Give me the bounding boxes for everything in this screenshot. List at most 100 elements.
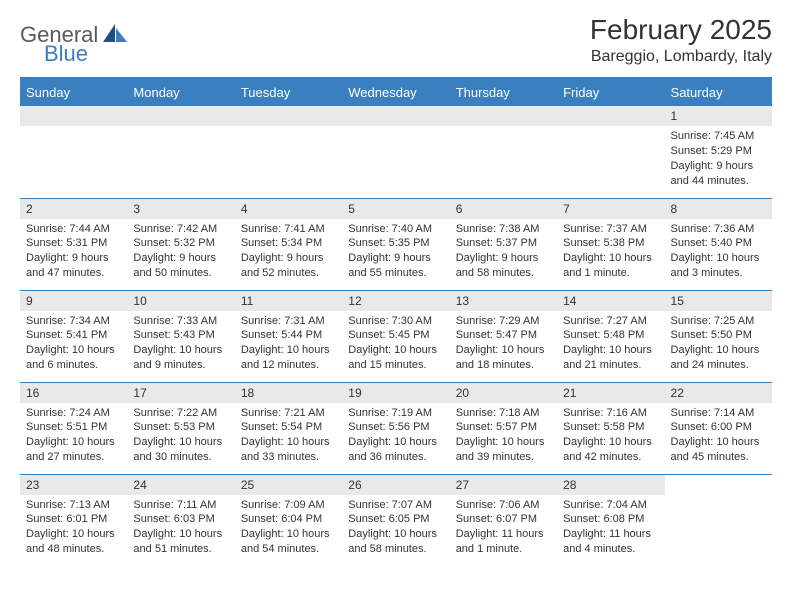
sunrise-text: Sunrise: 7:14 AM [671,406,766,421]
calendar-day-cell: 11Sunrise: 7:31 AMSunset: 5:44 PMDayligh… [235,290,342,382]
calendar-day-cell: 6Sunrise: 7:38 AMSunset: 5:37 PMDaylight… [450,198,557,290]
day-details: Sunrise: 7:21 AMSunset: 5:54 PMDaylight:… [235,403,342,469]
day-number: 25 [235,475,342,495]
weekday-header: Sunday [20,79,127,106]
sunrise-text: Sunrise: 7:22 AM [133,406,228,421]
daylight-text: Daylight: 9 hours and 44 minutes. [671,159,766,189]
sunset-text: Sunset: 6:05 PM [348,512,443,527]
day-number: 2 [20,199,127,219]
sunset-text: Sunset: 5:48 PM [563,328,658,343]
day-details: Sunrise: 7:06 AMSunset: 6:07 PMDaylight:… [450,495,557,561]
weekday-header: Wednesday [342,79,449,106]
sunset-text: Sunset: 5:54 PM [241,420,336,435]
sunset-text: Sunset: 5:50 PM [671,328,766,343]
empty-day-bar [235,106,342,126]
sunset-text: Sunset: 6:01 PM [26,512,121,527]
sunset-text: Sunset: 6:04 PM [241,512,336,527]
daylight-text: Daylight: 10 hours and 27 minutes. [26,435,121,465]
daylight-text: Daylight: 10 hours and 48 minutes. [26,527,121,557]
day-number: 17 [127,383,234,403]
page-title: February 2025 [590,14,772,46]
day-details: Sunrise: 7:13 AMSunset: 6:01 PMDaylight:… [20,495,127,561]
calendar-day-cell: 3Sunrise: 7:42 AMSunset: 5:32 PMDaylight… [127,198,234,290]
sunrise-text: Sunrise: 7:18 AM [456,406,551,421]
calendar-day-cell [665,474,772,566]
calendar-day-cell: 1Sunrise: 7:45 AMSunset: 5:29 PMDaylight… [665,106,772,198]
sunrise-text: Sunrise: 7:33 AM [133,314,228,329]
calendar-day-cell: 24Sunrise: 7:11 AMSunset: 6:03 PMDayligh… [127,474,234,566]
day-details: Sunrise: 7:16 AMSunset: 5:58 PMDaylight:… [557,403,664,469]
calendar-week-row: 2Sunrise: 7:44 AMSunset: 5:31 PMDaylight… [20,198,772,290]
calendar-day-cell: 4Sunrise: 7:41 AMSunset: 5:34 PMDaylight… [235,198,342,290]
daylight-text: Daylight: 9 hours and 55 minutes. [348,251,443,281]
day-number: 15 [665,291,772,311]
weekday-header: Monday [127,79,234,106]
day-number: 6 [450,199,557,219]
daylight-text: Daylight: 10 hours and 36 minutes. [348,435,443,465]
day-number: 3 [127,199,234,219]
sunrise-text: Sunrise: 7:41 AM [241,222,336,237]
location-label: Bareggio, Lombardy, Italy [590,48,772,66]
logo: General Blue [20,14,131,69]
daylight-text: Daylight: 10 hours and 39 minutes. [456,435,551,465]
sunrise-text: Sunrise: 7:37 AM [563,222,658,237]
day-number: 8 [665,199,772,219]
sunset-text: Sunset: 5:32 PM [133,236,228,251]
sunset-text: Sunset: 5:38 PM [563,236,658,251]
sunset-text: Sunset: 5:35 PM [348,236,443,251]
sunrise-text: Sunrise: 7:13 AM [26,498,121,513]
calendar-day-cell: 21Sunrise: 7:16 AMSunset: 5:58 PMDayligh… [557,382,664,474]
day-number: 1 [665,106,772,126]
calendar-day-cell: 20Sunrise: 7:18 AMSunset: 5:57 PMDayligh… [450,382,557,474]
sunrise-text: Sunrise: 7:31 AM [241,314,336,329]
daylight-text: Daylight: 10 hours and 51 minutes. [133,527,228,557]
empty-day-bar [342,106,449,126]
weekday-header: Friday [557,79,664,106]
sunrise-text: Sunrise: 7:24 AM [26,406,121,421]
calendar-table: Sunday Monday Tuesday Wednesday Thursday… [20,79,772,566]
day-details: Sunrise: 7:36 AMSunset: 5:40 PMDaylight:… [665,219,772,285]
sunrise-text: Sunrise: 7:36 AM [671,222,766,237]
sunset-text: Sunset: 5:43 PM [133,328,228,343]
day-number: 13 [450,291,557,311]
sunrise-text: Sunrise: 7:38 AM [456,222,551,237]
calendar-day-cell: 19Sunrise: 7:19 AMSunset: 5:56 PMDayligh… [342,382,449,474]
day-number: 20 [450,383,557,403]
sail-icon [101,22,129,44]
sunset-text: Sunset: 5:34 PM [241,236,336,251]
calendar-day-cell: 18Sunrise: 7:21 AMSunset: 5:54 PMDayligh… [235,382,342,474]
day-details: Sunrise: 7:07 AMSunset: 6:05 PMDaylight:… [342,495,449,561]
calendar-day-cell [235,106,342,198]
sunrise-text: Sunrise: 7:06 AM [456,498,551,513]
daylight-text: Daylight: 10 hours and 18 minutes. [456,343,551,373]
day-number: 5 [342,199,449,219]
day-number: 10 [127,291,234,311]
sunset-text: Sunset: 5:56 PM [348,420,443,435]
weekday-header: Tuesday [235,79,342,106]
day-details: Sunrise: 7:24 AMSunset: 5:51 PMDaylight:… [20,403,127,469]
daylight-text: Daylight: 9 hours and 52 minutes. [241,251,336,281]
day-details: Sunrise: 7:25 AMSunset: 5:50 PMDaylight:… [665,311,772,377]
day-details: Sunrise: 7:42 AMSunset: 5:32 PMDaylight:… [127,219,234,285]
weekday-header: Thursday [450,79,557,106]
calendar-day-cell: 16Sunrise: 7:24 AMSunset: 5:51 PMDayligh… [20,382,127,474]
header: General Blue February 2025 Bareggio, Lom… [20,14,772,75]
day-number: 14 [557,291,664,311]
sunrise-text: Sunrise: 7:27 AM [563,314,658,329]
calendar-week-row: 23Sunrise: 7:13 AMSunset: 6:01 PMDayligh… [20,474,772,566]
day-number: 28 [557,475,664,495]
daylight-text: Daylight: 10 hours and 9 minutes. [133,343,228,373]
sunset-text: Sunset: 5:47 PM [456,328,551,343]
day-details: Sunrise: 7:34 AMSunset: 5:41 PMDaylight:… [20,311,127,377]
calendar-day-cell: 9Sunrise: 7:34 AMSunset: 5:41 PMDaylight… [20,290,127,382]
sunset-text: Sunset: 5:40 PM [671,236,766,251]
calendar-day-cell: 27Sunrise: 7:06 AMSunset: 6:07 PMDayligh… [450,474,557,566]
sunrise-text: Sunrise: 7:04 AM [563,498,658,513]
sunset-text: Sunset: 5:31 PM [26,236,121,251]
day-details: Sunrise: 7:27 AMSunset: 5:48 PMDaylight:… [557,311,664,377]
daylight-text: Daylight: 10 hours and 42 minutes. [563,435,658,465]
calendar-day-cell [557,106,664,198]
day-number: 16 [20,383,127,403]
day-number: 11 [235,291,342,311]
sunset-text: Sunset: 6:08 PM [563,512,658,527]
